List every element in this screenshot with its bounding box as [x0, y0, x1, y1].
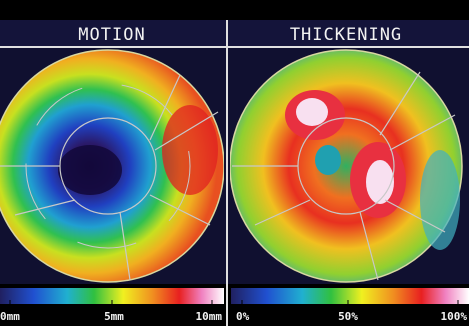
panel-title: THICKENING [290, 25, 402, 45]
panel-title: MOTION [78, 25, 145, 45]
page: {"panels": [ {"title": "MOTION", "scale_… [0, 0, 469, 326]
scale-label: 0mm [0, 310, 20, 323]
scale-label: 5mm [104, 310, 124, 323]
scale-label: 100% [441, 310, 468, 323]
screen: MOTION THICKENING [0, 0, 469, 326]
scale-label: 0% [236, 310, 250, 323]
scale-label: 10mm [196, 310, 223, 323]
motion-map [0, 50, 224, 282]
scale-label: 50% [338, 310, 358, 323]
thickening-map [230, 50, 462, 282]
color-scale [231, 288, 469, 304]
